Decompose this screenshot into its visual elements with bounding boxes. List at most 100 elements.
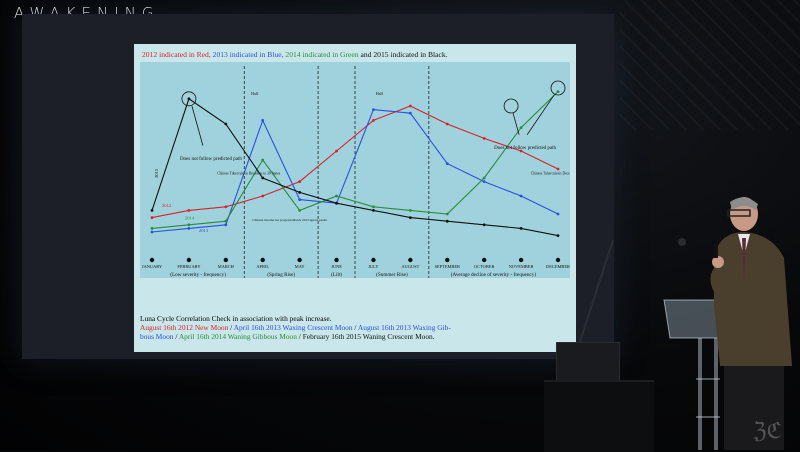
data-point-2014 [298,209,302,212]
speaker-person [710,197,792,450]
month-tick-label: DECEMBER [546,264,570,269]
annotation-arrow [526,94,555,136]
phase-label: (Summer Rise) [376,271,408,278]
data-point-2012 [150,216,154,220]
data-point-2013 [298,198,302,202]
annotation-circle [181,91,197,107]
annotation-circle [550,80,566,96]
projection-screen: 2012 indicated in Red, 2013 indicated in… [22,14,614,359]
phase-label: (Lilt) [331,271,342,278]
peak-label: Half [376,91,384,96]
month-marker [149,257,155,263]
data-point-2014 [372,205,375,209]
note-2013-a: April 16th 2013 Waxing Crescent Moon [233,323,353,332]
month-marker [445,257,450,263]
data-point-2015 [224,122,228,126]
data-point-2013 [224,223,228,227]
month-tick-label: FEBRUARY [177,264,201,269]
data-point-2013 [482,180,486,183]
month-tick-label: JANUARY [142,264,163,269]
month-tick-label: JULY [368,264,379,269]
month-marker [371,257,376,263]
notes-line-2: August 16th 2012 New Moon / April 16th 2… [140,323,570,332]
year-label-2014: 2014 [185,215,195,220]
note-2013-c: bous Moon [140,332,174,341]
month-marker [297,257,302,263]
month-marker [223,257,229,263]
data-point-2013 [556,212,560,216]
data-point-2015 [372,209,375,212]
data-point-2015 [482,223,486,227]
series-line-2015 [151,97,559,237]
data-point-2013 [372,108,375,111]
month-tick-label: APRIL [256,264,269,269]
data-point-2014 [482,176,486,180]
lunar-notes: Luna Cycle Correlation Check in associat… [140,314,570,341]
peak-label: Half [251,91,259,96]
year-label-2013: 2013 [199,228,209,233]
note-2013-b: August 16th 2013 Waxing Gib- [357,323,451,332]
data-point-2014 [408,209,412,212]
data-point-2013 [408,111,412,115]
data-point-2012 [261,194,265,198]
data-point-2013 [187,227,191,230]
data-point-2014 [445,212,449,216]
data-point-2015 [298,191,302,194]
corner-watermark: ℨℭ [752,419,782,444]
phase-label: (Average decline of severity - frequency… [451,271,537,278]
draped-table [544,380,654,452]
microphone-icon [678,238,686,246]
legend-title: 2012 indicated in Red, 2013 indicated in… [142,50,448,59]
month-marker [260,257,265,263]
legend-and: and [360,50,374,59]
month-tick-label: MAY [295,264,306,269]
data-point-2012 [298,180,302,183]
series-line-2013 [151,109,559,233]
data-point-2012 [187,209,191,212]
data-point-2015 [408,216,412,220]
legend-red: 2012 indicated in Red, [142,50,213,59]
data-point-2015 [150,209,154,212]
annotation-china-1: Chinese Tuberculosis Broadens to 30 Stat… [217,171,281,175]
data-point-2015 [261,176,265,180]
line-chart: JANUARY FEBRUARY MARCH APRIL MAY JUNE JULY AUGU… [142,66,570,278]
note-sep: / [296,332,303,341]
data-point-2013 [445,162,449,165]
note-sep: / [173,332,179,341]
chart-area: JANUARY FEBRUARY MARCH APRIL MAY JUNE JULY AUGU… [140,62,570,278]
month-marker [481,257,487,263]
data-point-2013 [150,230,154,234]
month-tick-label: OCTOBER [474,264,494,269]
data-point-2014 [187,223,191,227]
data-point-2012 [519,149,523,153]
series-line-2014 [151,91,559,229]
data-point-2014 [556,90,560,93]
data-point-2014 [335,194,338,198]
note-sep: / [352,323,358,332]
month-marker [186,257,192,263]
phase-label: (Low severity - frequency) [170,271,226,278]
month-tick-label: AUGUST [401,264,419,269]
annotation-note-left: Does not follow predicted path [180,157,242,162]
data-point-2015 [556,234,560,238]
annotation-circle [503,98,519,114]
annotation-china-2: Chinese Tuberculosis December [531,171,570,175]
data-point-2012 [408,104,412,108]
lighting-truss [620,0,800,130]
presentation-slide: 2012 indicated in Red, 2013 indicated in… [134,44,576,352]
notes-line-1: Luna Cycle Correlation Check in associat… [140,314,332,323]
data-point-2012 [482,137,486,140]
annotation-arrow [191,105,204,146]
notes-line-3: bous Moon / April 16th 2014 Waning Gibbo… [140,332,570,341]
legend-blue: 2013 indicated in Blue, [212,50,286,59]
year-label-2015: 2015 [154,168,159,178]
month-tick-label: JUNE [331,264,342,269]
data-point-2014 [519,126,523,129]
note-2015: February 16th 2015 Waning Crescent Moon. [302,332,435,341]
legend-green: 2014 indicated in Green [285,50,361,59]
month-marker [334,257,339,263]
data-point-2012 [445,122,449,126]
data-point-2013 [519,194,523,198]
legend-black: 2015 indicated in Black. [373,50,448,59]
series-line-2012 [151,105,559,219]
